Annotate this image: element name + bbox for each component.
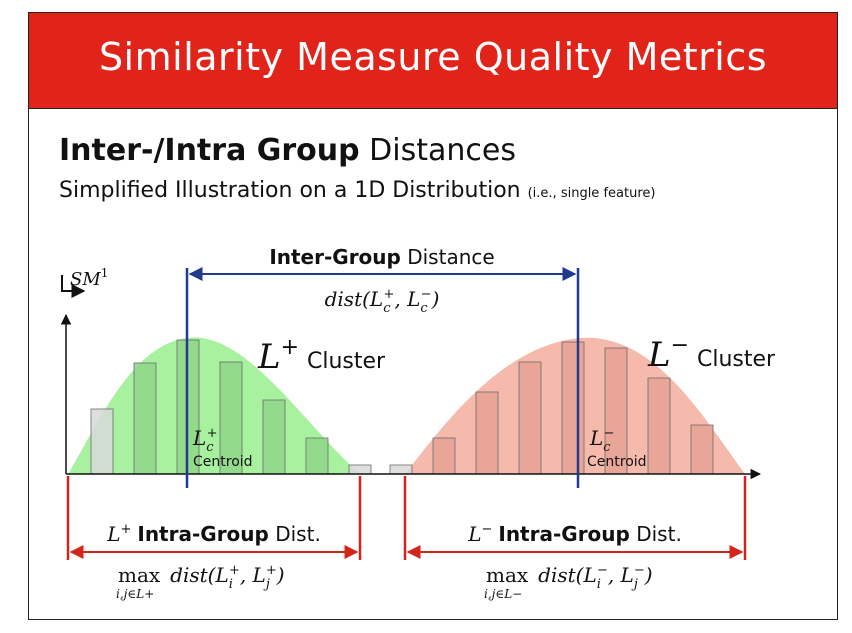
slide-title: Similarity Measure Quality Metrics bbox=[98, 35, 768, 79]
section-heading: Inter-/Intra Group Distances bbox=[59, 133, 516, 168]
plus-centroid-text: Centroid bbox=[193, 454, 253, 470]
minus-intra-formula: max dist(Li−, Lj−) bbox=[486, 563, 653, 592]
minus-bar bbox=[518, 361, 542, 475]
subheading-main: Simplified Illustration on a 1D Distribu… bbox=[59, 178, 521, 203]
minus-bar bbox=[647, 377, 671, 475]
plus-cluster-label: L+Cluster bbox=[257, 335, 386, 377]
minus-centroid-text: Centroid bbox=[587, 454, 647, 470]
plus-bar bbox=[348, 464, 372, 475]
plus-intra-label: L+ Intra-Group Dist. bbox=[106, 522, 321, 546]
minus-bar bbox=[432, 437, 456, 475]
plus-bar bbox=[133, 362, 157, 475]
minus-bar bbox=[561, 341, 585, 475]
minus-bar bbox=[389, 464, 413, 475]
section-subheading: Simplified Illustration on a 1D Distribu… bbox=[59, 178, 655, 203]
inter-group-label: Inter-Group Distance bbox=[269, 245, 494, 269]
minus-cluster-label: L−Cluster bbox=[647, 333, 776, 375]
minus-bar bbox=[690, 424, 714, 475]
axis-label: SM1 bbox=[70, 266, 108, 290]
inter-group-formula: dist(Lc+, Lc−) bbox=[325, 287, 440, 316]
title-banner: Similarity Measure Quality Metrics bbox=[29, 13, 837, 109]
plus-bar bbox=[305, 437, 329, 475]
plus-bar bbox=[90, 408, 114, 475]
plus-bar bbox=[262, 399, 286, 475]
heading-bold: Inter-/Intra Group bbox=[59, 133, 360, 168]
heading-rest: Distances bbox=[369, 133, 516, 168]
plus-intra-formula: max dist(Li+, Lj+) bbox=[118, 563, 285, 592]
minus-intra-subscript: i,j∈L− bbox=[484, 587, 522, 601]
axis-corner-icon bbox=[61, 275, 86, 298]
minus-bar bbox=[475, 391, 499, 475]
plus-intra-subscript: i,j∈L+ bbox=[116, 587, 154, 601]
minus-intra-label: L− Intra-Group Dist. bbox=[467, 522, 682, 546]
subheading-note: (i.e., single feature) bbox=[527, 186, 656, 201]
slide: Similarity Measure Quality Metrics Inter… bbox=[28, 12, 838, 620]
